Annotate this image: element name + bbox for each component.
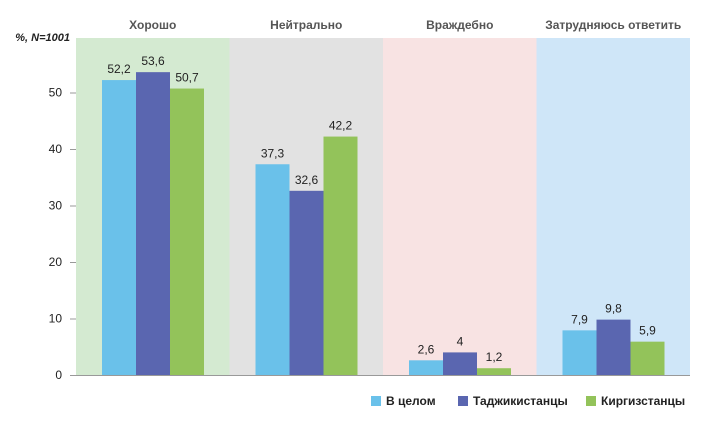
bar <box>562 330 597 375</box>
bar <box>289 190 324 375</box>
category-label: Затрудняюсь ответить <box>545 18 681 32</box>
y-axis-ticks: 0 10 20 30 40 50 <box>49 86 76 382</box>
bar <box>170 88 204 376</box>
data-label: 53,6 <box>141 54 165 68</box>
y-axis-label: %, N=1001 <box>15 32 70 44</box>
legend-swatch <box>371 396 381 406</box>
data-label: 2,6 <box>418 342 435 356</box>
legend-label: В целом <box>386 394 436 408</box>
bar <box>596 319 631 375</box>
bar <box>102 80 136 375</box>
category-band <box>536 38 690 375</box>
y-tick-label: 50 <box>49 86 63 100</box>
legend: В целом Таджикистанцы Киргизстанцы <box>371 394 685 408</box>
bars <box>102 72 665 376</box>
bar <box>323 136 358 375</box>
bar <box>136 72 170 375</box>
category-label: Враждебно <box>426 18 493 32</box>
y-tick-label: 10 <box>49 312 63 326</box>
y-tick-label: 20 <box>49 255 63 269</box>
data-label: 5,9 <box>639 324 656 338</box>
bar <box>477 368 511 375</box>
legend-label: Киргизстанцы <box>601 394 685 408</box>
bar <box>409 360 443 375</box>
y-tick-label: 40 <box>49 142 63 156</box>
data-labels: 52,2 37,3 2,6 7,9 53,6 32,6 4 9,8 50,7 42,2 1,2 5,9 <box>107 54 656 364</box>
category-labels: Хорошо Нейтрально Враждебно Затрудняюсь отв… <box>129 18 681 32</box>
category-band <box>383 38 537 375</box>
bar <box>630 341 665 375</box>
y-tick-label: 30 <box>49 199 63 213</box>
y-tick-label: 0 <box>55 368 62 382</box>
category-label: Хорошо <box>129 18 176 32</box>
data-label: 4 <box>457 334 464 348</box>
data-label: 7,9 <box>571 312 588 326</box>
data-label: 52,2 <box>107 62 131 76</box>
data-label: 9,8 <box>605 302 622 316</box>
bar <box>443 352 477 375</box>
data-label: 37,3 <box>261 146 285 160</box>
category-label: Нейтрально <box>270 18 342 32</box>
legend-swatch <box>586 396 596 406</box>
bar <box>255 164 290 375</box>
data-label: 1,2 <box>486 350 503 364</box>
legend-swatch <box>458 396 468 406</box>
data-label: 42,2 <box>329 119 353 133</box>
data-label: 32,6 <box>295 173 319 187</box>
legend-label: Таджикистанцы <box>473 394 568 408</box>
data-label: 50,7 <box>175 71 199 85</box>
